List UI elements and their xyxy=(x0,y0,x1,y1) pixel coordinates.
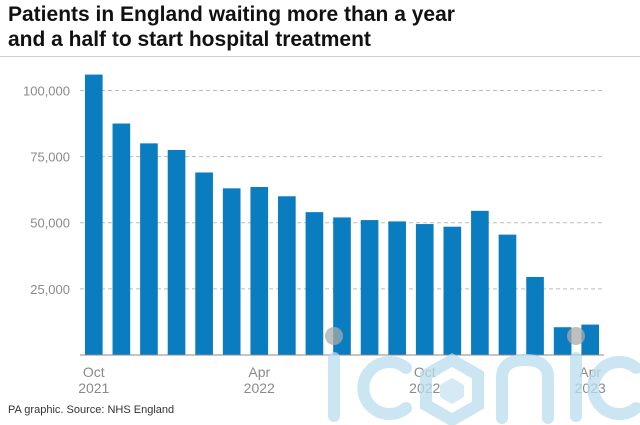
iconic-watermark xyxy=(325,327,640,425)
y-tick-label: 25,000 xyxy=(30,282,70,297)
y-tick-label: 50,000 xyxy=(30,216,70,231)
y-tick-label: 75,000 xyxy=(30,150,70,165)
bar-apr-2022 xyxy=(250,187,269,355)
x-tick-label-month: Apr xyxy=(248,364,270,380)
title-line-2: and a half to start hospital treatment xyxy=(8,28,371,51)
bar-oct-2021 xyxy=(84,74,103,355)
chart-title: Patients in England waiting more than a … xyxy=(8,2,633,52)
bar-oct-2022 xyxy=(415,224,434,355)
bar-nov-2022 xyxy=(443,226,462,355)
bar-nov-2021 xyxy=(112,123,131,355)
bar-dec-2021 xyxy=(140,143,158,355)
bar-dec-2022 xyxy=(471,210,489,355)
source-note: PA graphic. Source: NHS England xyxy=(8,404,175,416)
bar-sep-2022 xyxy=(388,221,406,355)
bar-mar-2022 xyxy=(222,188,241,355)
bar-may-2022 xyxy=(278,196,296,355)
bar-aug-2022 xyxy=(360,220,379,355)
title-line-1: Patients in England waiting more than a … xyxy=(8,3,455,26)
bar-feb-2022 xyxy=(195,172,213,355)
bar-jun-2022 xyxy=(305,212,324,355)
bar-feb-2023 xyxy=(526,276,544,355)
bar-jan-2023 xyxy=(498,234,517,355)
x-tick-label-year: 2022 xyxy=(244,380,275,396)
bar-jan-2022 xyxy=(167,149,186,355)
bar-mar-2023 xyxy=(553,327,572,355)
x-tick-label-month: Oct xyxy=(83,364,105,380)
bar-jul-2022 xyxy=(333,217,351,355)
bar-apr-2023 xyxy=(581,324,600,355)
x-tick-label-year: 2021 xyxy=(78,380,109,396)
y-tick-label: 100,000 xyxy=(23,83,70,98)
title-divider xyxy=(0,56,640,57)
